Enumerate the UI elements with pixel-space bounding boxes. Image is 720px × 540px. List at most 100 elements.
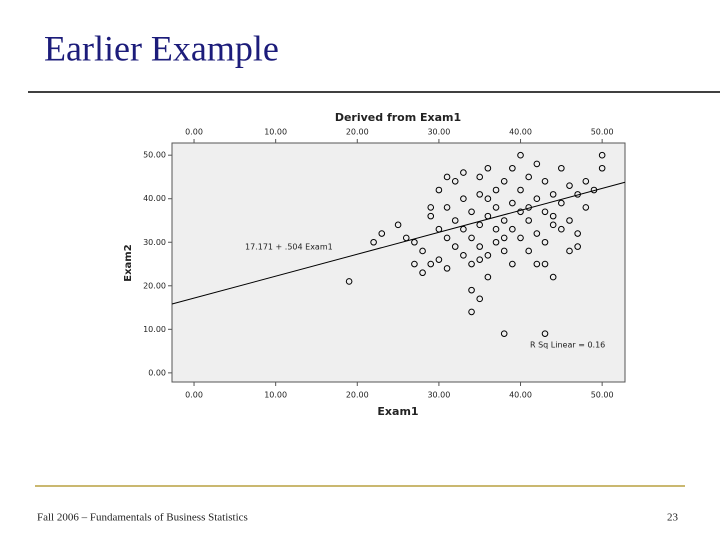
point: [574, 243, 581, 250]
point: [460, 225, 467, 233]
point: [427, 204, 435, 211]
slide-title: Earlier Example: [44, 28, 279, 68]
x-tick-label: 50.00: [591, 391, 614, 400]
point: [500, 178, 508, 185]
point: [427, 212, 435, 220]
point: [566, 247, 573, 255]
y-axis-label: Exam2: [123, 244, 134, 281]
y-tick-label: 0.00: [148, 368, 166, 377]
point: [443, 204, 451, 211]
point: [484, 195, 492, 203]
x-tick-label-top: 10.00: [264, 128, 287, 137]
point: [566, 182, 573, 189]
point: [549, 212, 557, 220]
x-tick-label-top: 20.00: [346, 128, 369, 137]
point: [541, 178, 549, 185]
point: [558, 164, 565, 172]
fit-label: 17.171 + .504 Exam1: [245, 243, 333, 252]
point: [419, 269, 426, 277]
point: [549, 273, 557, 281]
point: [468, 286, 475, 294]
fit-line: [171, 181, 626, 305]
point: [500, 234, 508, 242]
point: [378, 230, 386, 237]
point: [598, 151, 606, 159]
page-number: 23: [667, 512, 679, 524]
point: [574, 230, 581, 237]
point: [443, 234, 451, 242]
y-tick-label: 30.00: [143, 238, 166, 247]
point: [476, 295, 484, 303]
y-tick-label: 50.00: [143, 151, 166, 160]
point: [517, 234, 524, 242]
y-tick-label: 20.00: [143, 281, 166, 290]
point: [541, 330, 549, 337]
plot-area: [171, 142, 626, 383]
x-tick-label-top: 40.00: [509, 128, 532, 137]
point: [435, 256, 443, 263]
point: [419, 247, 426, 255]
point: [598, 164, 606, 172]
point: [541, 208, 549, 216]
point: [533, 260, 541, 268]
x-tick-label-top: 30.00: [427, 128, 450, 137]
point: [484, 273, 492, 281]
footer: Fall 2006 – Fundamentals of Business Sta…: [37, 512, 248, 524]
point: [460, 169, 467, 176]
point: [484, 252, 492, 259]
point: [492, 238, 500, 246]
point: [566, 217, 573, 224]
point: [517, 208, 524, 216]
point: [549, 191, 557, 198]
point: [476, 221, 484, 229]
point: [509, 199, 516, 207]
point: [476, 173, 484, 181]
x-tick-label: 20.00: [346, 391, 369, 400]
y-tick-label: 40.00: [143, 194, 166, 203]
point: [549, 221, 557, 229]
point: [468, 208, 475, 216]
y-tick-label: 10.00: [143, 325, 166, 334]
point: [476, 191, 484, 198]
x-tick-label-top: 0.00: [185, 128, 203, 137]
point: [517, 151, 524, 159]
point: [558, 199, 565, 207]
point: [451, 178, 459, 185]
x-tick-label: 30.00: [427, 391, 450, 400]
point: [541, 238, 549, 246]
point: [476, 256, 484, 263]
point: [345, 278, 353, 285]
point: [394, 221, 402, 229]
point: [533, 160, 541, 168]
point: [492, 225, 500, 233]
point: [525, 217, 532, 224]
point: [558, 225, 565, 233]
x-tick-label: 40.00: [509, 391, 532, 400]
point: [468, 308, 475, 316]
point: [443, 173, 451, 181]
point: [582, 204, 590, 211]
point: [460, 252, 467, 259]
point: [460, 195, 467, 203]
point: [509, 225, 516, 233]
point: [525, 173, 532, 181]
point: [484, 164, 492, 172]
point: [411, 260, 418, 268]
point: [476, 243, 484, 250]
point: [509, 260, 516, 268]
x-tick-label: 10.00: [264, 391, 287, 400]
point: [443, 265, 451, 272]
point: [533, 230, 541, 237]
point: [451, 243, 459, 250]
point: [533, 195, 541, 203]
point: [500, 247, 508, 255]
x-tick-label-top: 50.00: [591, 128, 614, 137]
point: [468, 260, 475, 268]
point: [582, 178, 590, 185]
point: [451, 217, 459, 224]
point: [370, 238, 377, 246]
r-squared: R Sq Linear = 0.16: [530, 341, 605, 350]
point: [500, 330, 508, 337]
point: [541, 260, 549, 268]
